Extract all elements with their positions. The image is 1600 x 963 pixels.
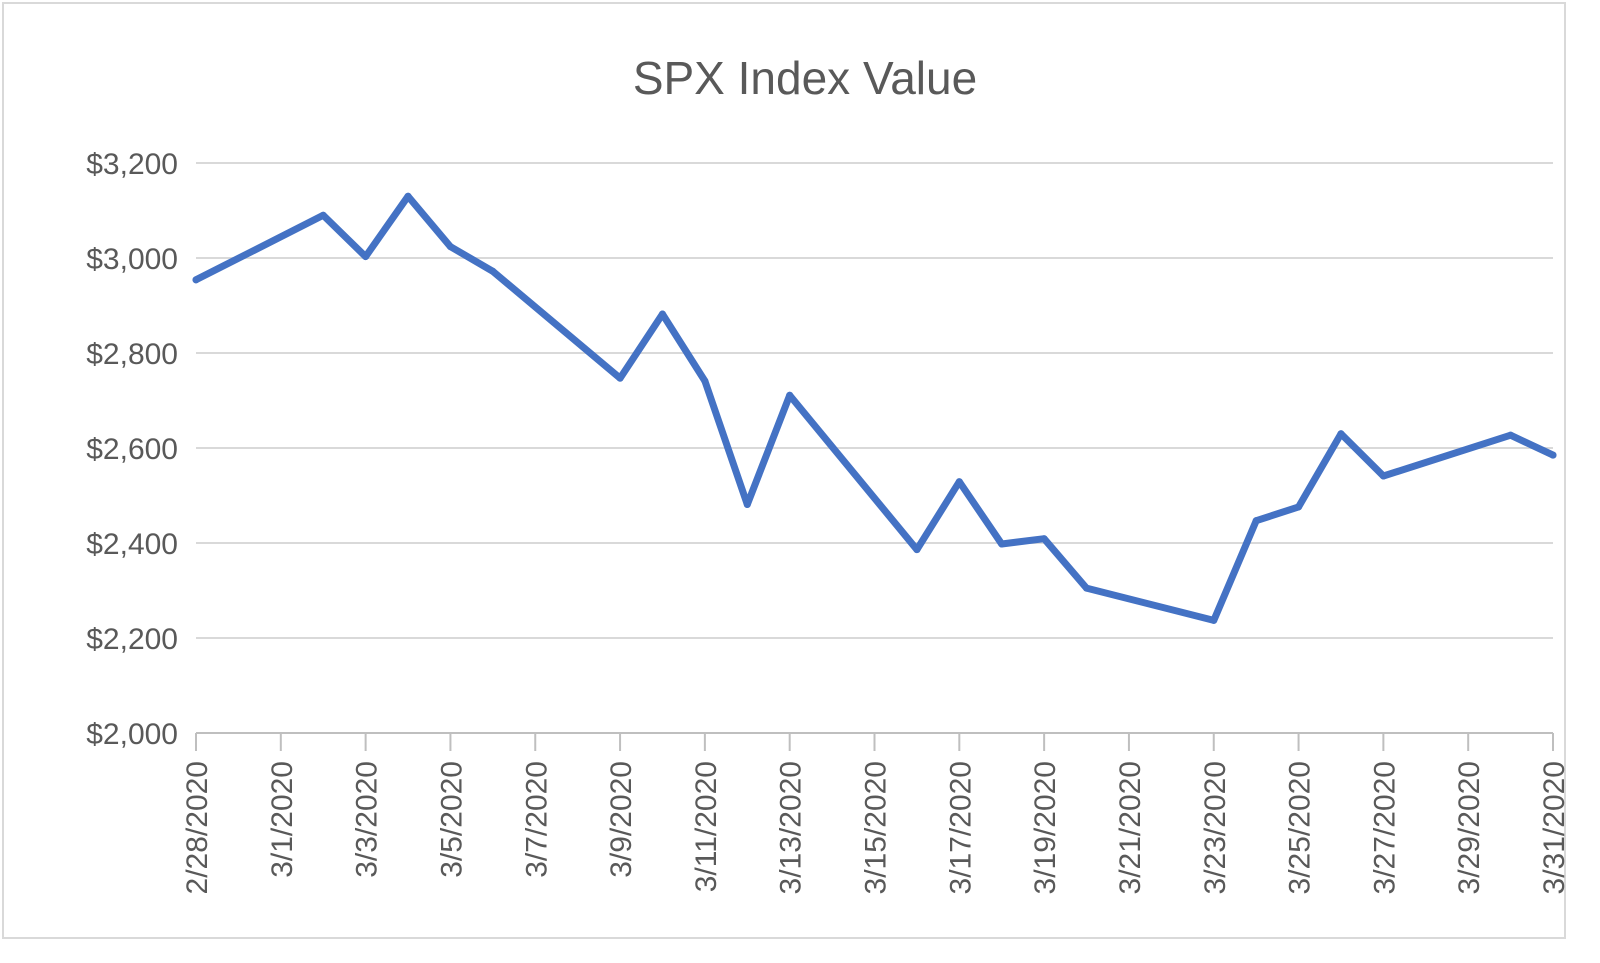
y-tick-label: $2,000 [86,718,178,751]
x-tick-label: 3/19/2020 [1029,761,1062,894]
chart-title: SPX Index Value [633,52,977,104]
data-point [1379,472,1387,480]
data-point [489,267,497,275]
data-point [913,546,921,554]
y-tick-label: $3,200 [86,148,178,181]
data-point [319,211,327,219]
x-tick-label: 3/13/2020 [775,761,808,894]
x-tick-label: 3/3/2020 [351,761,384,878]
x-tick-label: 3/1/2020 [266,761,299,878]
series-layer [192,192,1557,624]
x-tick-label: 3/11/2020 [690,761,723,892]
data-point [1083,584,1091,592]
x-tick-label: 3/7/2020 [520,761,553,878]
x-tick-label: 3/15/2020 [860,761,893,894]
data-point [955,478,963,486]
y-tick-label: $3,000 [86,243,178,276]
x-tick-label: 3/27/2020 [1368,761,1401,894]
data-point [1549,451,1557,459]
x-axis: 2/28/2020 3/1/2020 3/3/2020 3/5/2020 3/7/202… [181,732,1571,894]
data-point [362,253,370,261]
x-tick-label: 3/25/2020 [1284,761,1317,894]
y-tick-label: $2,600 [86,433,178,466]
y-tick-label: $2,800 [86,338,178,371]
x-tick-label: 3/31/2020 [1538,761,1571,894]
series-line [192,192,1557,624]
x-tick-label: 3/29/2020 [1453,761,1486,894]
x-tick-label: 3/5/2020 [435,761,468,878]
data-point [658,310,666,318]
data-point [1295,503,1303,511]
x-tick-label: 3/9/2020 [605,761,638,878]
x-tick-label: 3/17/2020 [944,761,977,894]
y-axis-tick-labels: $2,000 $2,200 $2,400 $2,600 $2,800 $3,000 $3,2… [86,148,178,751]
data-point [192,276,200,284]
data-point [1507,431,1515,439]
data-point [998,540,1006,548]
y-tick-label: $2,200 [86,623,178,656]
data-point [1337,430,1345,438]
data-point [446,243,454,251]
x-tick-label: 2/28/2020 [181,761,214,894]
data-point [1040,535,1048,543]
data-point [1210,616,1218,624]
data-point [743,501,751,509]
x-tick-label: 3/23/2020 [1199,761,1232,894]
data-point [1252,517,1260,525]
x-tick-label: 3/21/2020 [1114,761,1147,894]
data-point [701,377,709,385]
data-point [404,192,412,200]
y-tick-label: $2,400 [86,528,178,561]
gridlines [196,162,1553,639]
data-point [786,391,794,399]
chart-frame [2,2,1566,939]
data-point [616,374,624,382]
